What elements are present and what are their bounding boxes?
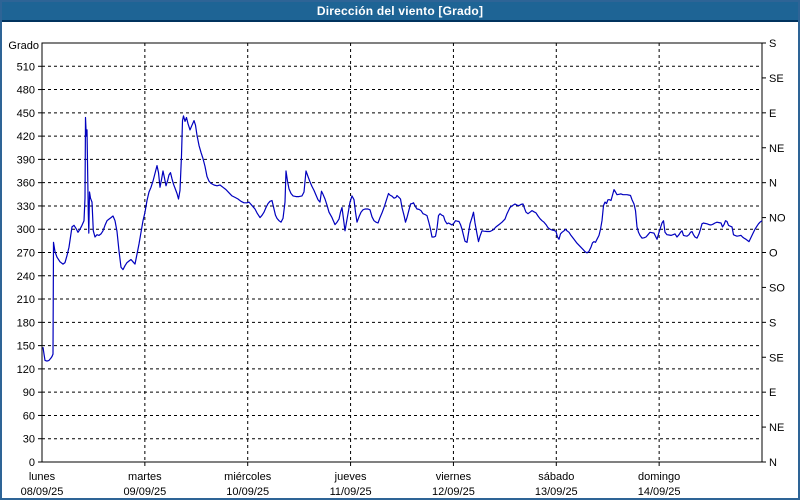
compass-tick-label: N xyxy=(769,178,777,190)
y-axis-tick-label-left: 510 xyxy=(17,61,35,73)
compass-tick-label: SE xyxy=(769,352,784,364)
day-name-label: jueves xyxy=(334,471,367,483)
day-date-label: 10/09/25 xyxy=(226,486,269,498)
day-name-label: sábado xyxy=(538,471,574,483)
compass-tick-label: NO xyxy=(769,213,786,225)
day-name-label: domingo xyxy=(638,471,680,483)
day-date-label: 13/09/25 xyxy=(535,486,578,498)
compass-tick-label: SO xyxy=(769,282,785,294)
y-axis-tick-label-left: 300 xyxy=(17,224,35,236)
compass-tick-label: NE xyxy=(769,143,784,155)
compass-tick-label: O xyxy=(769,248,778,260)
compass-tick-label: N xyxy=(769,457,777,469)
compass-tick-label: S xyxy=(769,317,776,329)
y-axis-tick-label-left: 120 xyxy=(17,364,35,376)
y-axis-tick-label-left: 180 xyxy=(17,317,35,329)
plot-border xyxy=(41,42,763,463)
compass-tick-label: SE xyxy=(769,73,784,85)
y-axis-tick-label-left: 330 xyxy=(17,201,35,213)
day-name-label: lunes xyxy=(29,471,56,483)
compass-tick-label: NE xyxy=(769,422,784,434)
wind-direction-line xyxy=(42,115,763,362)
y-axis-tick-label-left: 90 xyxy=(23,387,35,399)
day-date-label: 14/09/25 xyxy=(638,486,681,498)
compass-tick-label: S xyxy=(769,38,776,50)
day-date-label: 12/09/25 xyxy=(432,486,475,498)
compass-tick-label: E xyxy=(769,387,776,399)
y-axis-tick-label-left: 390 xyxy=(17,154,35,166)
y-axis-tick-label-left: 450 xyxy=(17,108,35,120)
y-axis-tick-label-left: 0 xyxy=(29,457,35,469)
y-axis-tick-label-left: 360 xyxy=(17,178,35,190)
day-date-label: 09/09/25 xyxy=(123,486,166,498)
y-axis-tick-label-left: 270 xyxy=(17,248,35,260)
y-axis-tick-label-left: 210 xyxy=(17,294,35,306)
y-axis-tick-label-left: 480 xyxy=(17,85,35,97)
y-axis-tick-label-left: 150 xyxy=(17,341,35,353)
compass-tick-label: E xyxy=(769,108,776,120)
y-axis-tick-label-left: 30 xyxy=(23,434,35,446)
day-name-label: martes xyxy=(128,471,162,483)
day-date-label: 08/09/25 xyxy=(21,486,64,498)
y-axis-tick-label-left: 240 xyxy=(17,271,35,283)
day-name-label: viernes xyxy=(436,471,472,483)
day-date-label: 11/09/25 xyxy=(330,486,372,498)
y-axis-tick-label-left: 420 xyxy=(17,131,35,143)
title-bar: Dirección del viento [Grado] xyxy=(2,2,798,22)
y-axis-tick-label-left: 60 xyxy=(23,410,35,422)
day-name-label: miércoles xyxy=(224,471,272,483)
chart-title: Dirección del viento [Grado] xyxy=(316,4,484,18)
y-axis-unit-label: Grado xyxy=(8,40,39,52)
